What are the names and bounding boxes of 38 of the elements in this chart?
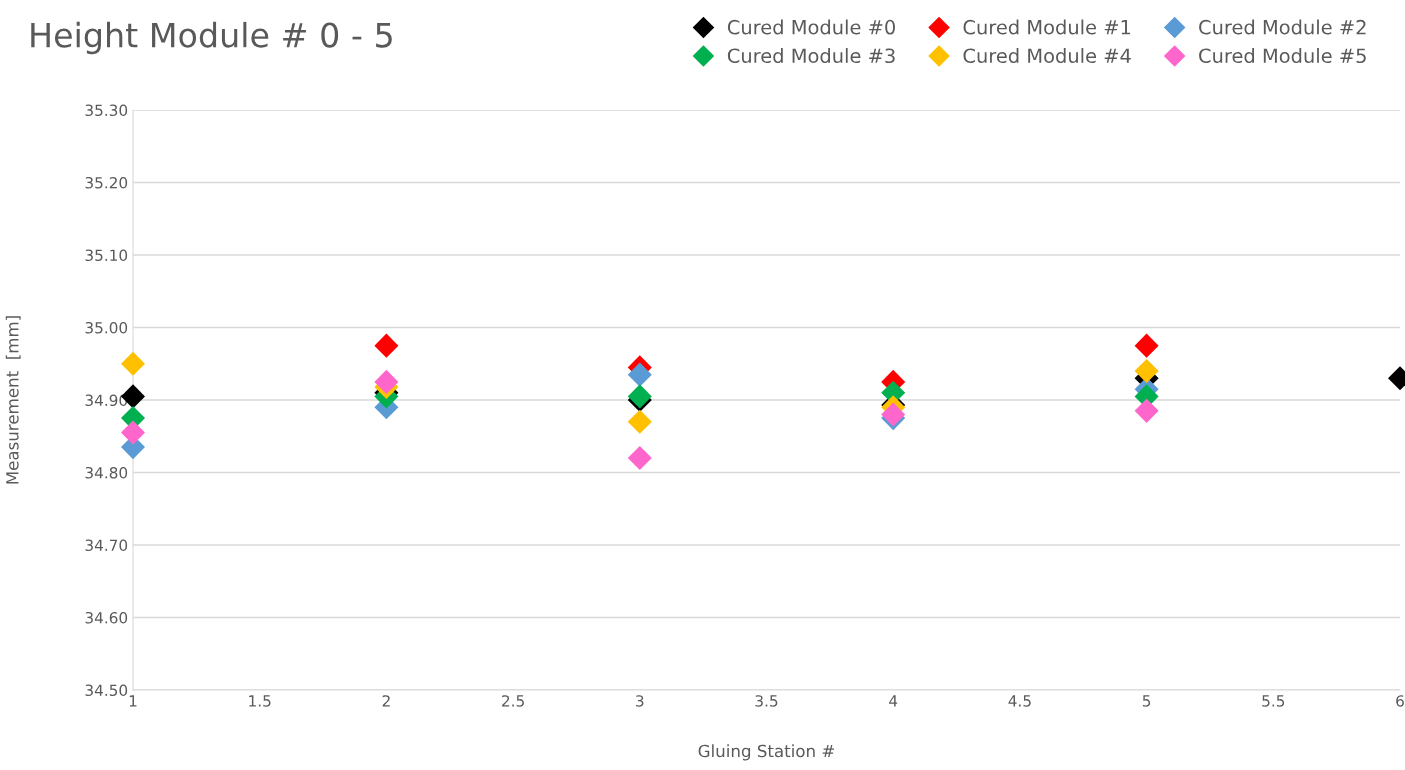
x-tick-label: 2.5 <box>502 695 524 707</box>
y-tick-label: 34.50 <box>85 684 128 697</box>
y-tick-label: 35.20 <box>85 176 128 189</box>
y-tick-label: 34.60 <box>85 611 128 624</box>
x-tick-label: 5.5 <box>1262 695 1285 707</box>
point <box>374 369 399 394</box>
legend-label: Cured Module #1 <box>963 19 1131 35</box>
point <box>120 420 146 445</box>
x-tick-label: 6 <box>1396 695 1404 707</box>
point <box>627 445 652 471</box>
point <box>374 333 399 358</box>
x-tick-label: 4 <box>889 695 898 707</box>
y-tick-label: 35.10 <box>85 249 128 262</box>
legend-label: Cured Module #0 <box>727 19 895 35</box>
legend-label: Cured Module #2 <box>1199 19 1366 35</box>
chart-title: Height Module # 0 - 5 <box>31 21 392 55</box>
point <box>1134 333 1159 358</box>
point <box>1134 358 1159 384</box>
point <box>627 409 652 434</box>
x-tick-label: 4.5 <box>1008 695 1031 707</box>
y-tick-label: 35.00 <box>85 321 128 334</box>
x-tick-label: 1 <box>129 695 137 707</box>
legend-label: Cured Module #3 <box>727 48 895 64</box>
y-tick-label: 35.30 <box>85 104 128 117</box>
x-tick-label: 3.5 <box>755 695 778 707</box>
x-axis-title: Gluing Station # <box>698 744 835 761</box>
point <box>120 351 146 376</box>
y-tick-label: 34.80 <box>85 466 128 479</box>
legend-label: Cured Module #4 <box>963 48 1131 64</box>
x-tick-label: 1.5 <box>249 695 271 707</box>
y-tick-label: 34.70 <box>85 539 128 552</box>
x-tick-label: 3 <box>636 695 644 707</box>
legend-label: Cured Module #5 <box>1199 48 1366 64</box>
y-axis-title: Measurement [mm] <box>5 316 21 484</box>
point <box>627 362 652 387</box>
x-tick-label: 5 <box>1142 695 1151 707</box>
x-tick-label: 2 <box>382 695 390 707</box>
point <box>1134 398 1159 423</box>
